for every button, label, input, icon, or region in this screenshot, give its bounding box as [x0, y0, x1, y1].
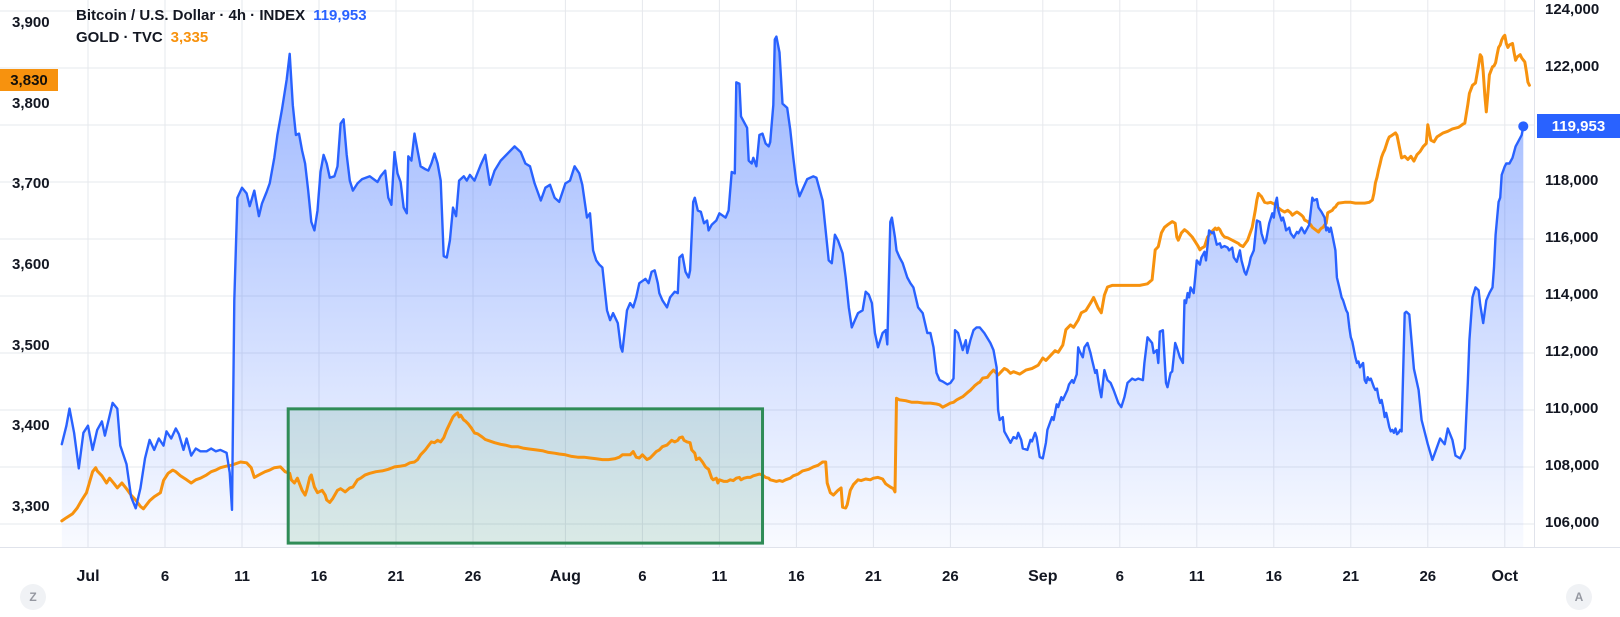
- time-axis-tick-label: Aug: [549, 568, 581, 585]
- time-axis[interactable]: Jul 6 11 16 21 26 Aug 6 11 16 21 26 Sep 6 11 16 21 26 Oct: [0, 548, 1535, 617]
- time-axis-tick-label: 11: [1188, 568, 1205, 585]
- btc-last-price-badge: 119,953: [1537, 114, 1620, 139]
- watermark-z-button[interactable]: Z: [20, 584, 46, 610]
- time-axis-tick-label: 6: [638, 568, 647, 585]
- legend-btc-title: Bitcoin / U.S. Dollar · 4h · INDEX: [76, 7, 306, 24]
- time-axis-separator: [0, 547, 1620, 548]
- time-axis-tick-label: 6: [160, 568, 170, 585]
- time-axis-tick-label: 21: [1342, 568, 1360, 585]
- gold-line: [60, 33, 1531, 523]
- left-price-axis[interactable]: 3,900 3,800 3,700 3,600 3,500 3,400 3,300: [0, 0, 60, 547]
- legend: Bitcoin / U.S. Dollar · 4h · INDEX 119,95…: [76, 5, 367, 49]
- right-axis-tick-label: 124,000: [1545, 1, 1600, 18]
- right-axis-tick-label: 112,000: [1545, 343, 1599, 360]
- right-axis-tick-label: 122,000: [1545, 58, 1600, 75]
- time-axis-tick-label: 21: [387, 568, 405, 585]
- legend-row-btc[interactable]: Bitcoin / U.S. Dollar · 4h · INDEX 119,95…: [76, 5, 367, 27]
- right-axis-tick-label: 118,000: [1545, 172, 1599, 189]
- right-price-axis[interactable]: 124,000 122,000 118,000 116,000 114,000 112,0…: [1537, 0, 1620, 547]
- btc-line: [60, 35, 1525, 511]
- watermark-a-button[interactable]: A: [1566, 584, 1592, 610]
- time-axis-tick-label: 6: [1115, 568, 1124, 585]
- left-axis-tick-label: 3,900: [12, 14, 50, 31]
- time-axis-tick-label: Sep: [1028, 568, 1058, 585]
- legend-row-gold[interactable]: GOLD · TVC 3,335: [76, 27, 367, 49]
- left-axis-tick-label: 3,300: [12, 498, 50, 516]
- price-axis-separator: [1534, 0, 1535, 547]
- time-axis-tick-label: 26: [942, 568, 959, 585]
- left-axis-tick-label: 3,500: [12, 336, 50, 354]
- right-axis-tick-label: 114,000: [1545, 286, 1599, 303]
- legend-btc-value: 119,953: [313, 7, 367, 24]
- time-axis-tick-label: Oct: [1491, 568, 1519, 585]
- time-axis-tick-label: 11: [234, 568, 250, 585]
- time-axis-tick-label: 16: [1265, 568, 1283, 585]
- chart-canvas[interactable]: [0, 0, 1535, 547]
- left-axis-tick-label: 3,800: [12, 94, 50, 112]
- time-axis-tick-label: 26: [1419, 568, 1437, 585]
- btc-last-dot: [1518, 121, 1529, 132]
- right-axis-tick-label: 110,000: [1545, 400, 1599, 417]
- time-axis-tick-label: 16: [310, 568, 328, 585]
- left-axis-tick-label: 3,400: [12, 417, 50, 435]
- time-axis-tick-label: 16: [788, 568, 805, 585]
- left-axis-tick-label: 3,600: [12, 256, 50, 273]
- right-axis-tick-label: 108,000: [1545, 457, 1600, 474]
- time-axis-tick-label: Jul: [76, 568, 100, 585]
- time-axis-tick-label: 26: [464, 568, 482, 585]
- left-axis-tick-label: 3,700: [12, 175, 50, 193]
- time-axis-tick-label: 21: [865, 568, 882, 585]
- legend-gold-value: 3,335: [170, 29, 209, 46]
- highlight-box[interactable]: [286, 407, 765, 545]
- btc-area-fill: [61, 36, 1524, 547]
- time-axis-tick-label: 11: [711, 568, 728, 585]
- highlight-box-fill: [288, 408, 763, 544]
- right-axis-tick-label: 116,000: [1545, 229, 1599, 246]
- gold-last-price-badge: 3,830: [0, 69, 58, 92]
- legend-gold-title: GOLD · TVC: [76, 29, 163, 46]
- right-axis-tick-label: 106,000: [1545, 514, 1600, 531]
